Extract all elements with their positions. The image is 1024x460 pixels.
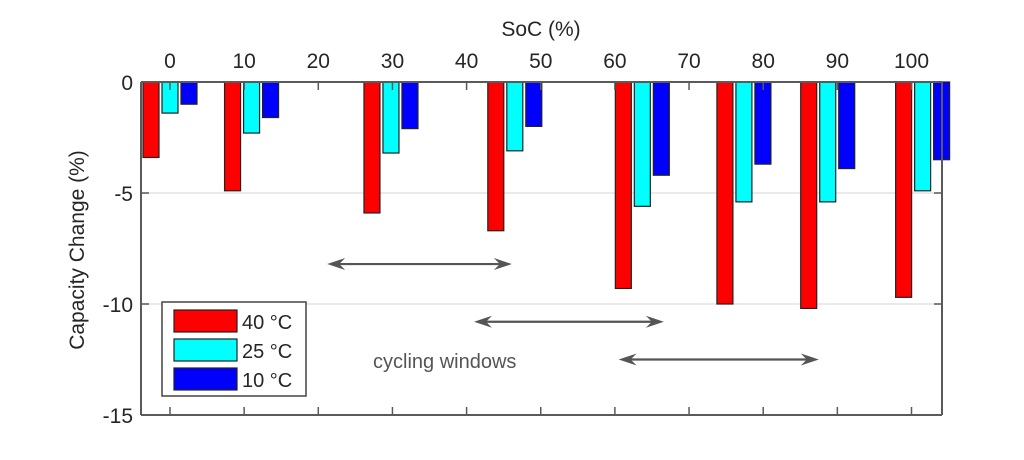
bar-10c-2 <box>401 81 419 130</box>
double-arrow-3 <box>618 353 819 366</box>
x-tick-label: 90 <box>826 50 849 73</box>
bar-10c-5 <box>754 81 772 165</box>
y-axis-label: Capacity Change (%) <box>66 150 89 350</box>
legend-label: 10 °C <box>242 370 292 392</box>
arrow-head-left-icon <box>327 258 346 271</box>
bar-10c-6 <box>838 81 856 170</box>
cycling-window-arrows <box>327 258 819 366</box>
double-arrow-2 <box>474 315 664 328</box>
legend-label: 25 °C <box>242 341 292 363</box>
legend-swatch <box>173 338 238 362</box>
bar-10c-3 <box>525 81 543 128</box>
x-tick-label: 20 <box>307 50 330 73</box>
bar-25c-2 <box>382 81 400 154</box>
bars <box>142 81 951 310</box>
x-tick-label: 60 <box>603 50 626 73</box>
y-axis-ticks: 0 -5 -10 -15 <box>103 72 942 428</box>
bar-25c-6 <box>819 81 837 203</box>
arrow-head-right-icon <box>800 353 819 366</box>
arrow-head-right-icon <box>493 258 512 271</box>
x-tick-label: 30 <box>381 50 404 73</box>
arrow-head-left-icon <box>618 353 637 366</box>
y-tick-label: -10 <box>103 294 133 317</box>
cycling-windows-annotation: cycling windows <box>373 351 516 373</box>
bar-40c-0 <box>142 81 160 159</box>
legend-swatch <box>173 309 238 333</box>
x-tick-label: 10 <box>232 50 255 73</box>
grid-lines <box>141 192 942 305</box>
bar-25c-1 <box>242 81 261 134</box>
x-tick-label: 100 <box>894 50 929 73</box>
bar-25c-4 <box>633 81 651 207</box>
bar-40c-6 <box>800 81 818 310</box>
x-tick-label: 80 <box>752 50 775 73</box>
bar-40c-3 <box>487 81 505 232</box>
bar-25c-7 <box>914 81 932 192</box>
bar-10c-1 <box>261 81 280 119</box>
x-tick-label: 70 <box>677 50 700 73</box>
y-tick-label: 0 <box>121 72 133 95</box>
bar-25c-5 <box>735 81 753 203</box>
arrow-head-right-icon <box>645 315 664 328</box>
double-arrow-1 <box>327 258 512 271</box>
x-axis-ticks: 0 10 20 30 40 50 60 70 80 90 100 <box>164 50 929 415</box>
x-tick-label: 40 <box>455 50 478 73</box>
legend-swatch <box>173 367 238 391</box>
arrow-head-left-icon <box>474 315 493 328</box>
x-tick-label: 50 <box>529 50 552 73</box>
bar-40c-5 <box>716 81 734 305</box>
bar-40c-2 <box>363 81 381 214</box>
bar-40c-4 <box>614 81 632 290</box>
bar-10c-0 <box>180 81 198 105</box>
legend-label: 40 °C <box>242 312 292 334</box>
legend: 40 °C 25 °C 10 °C <box>161 301 307 397</box>
y-tick-label: -5 <box>114 183 133 206</box>
bar-10c-4 <box>652 81 670 176</box>
x-axis-label: SoC (%) <box>501 18 580 41</box>
y-tick-label: -15 <box>103 405 133 428</box>
bar-40c-1 <box>223 81 242 192</box>
bar-40c-7 <box>895 81 913 298</box>
x-tick-label: 0 <box>164 50 176 73</box>
bar-25c-3 <box>506 81 524 152</box>
